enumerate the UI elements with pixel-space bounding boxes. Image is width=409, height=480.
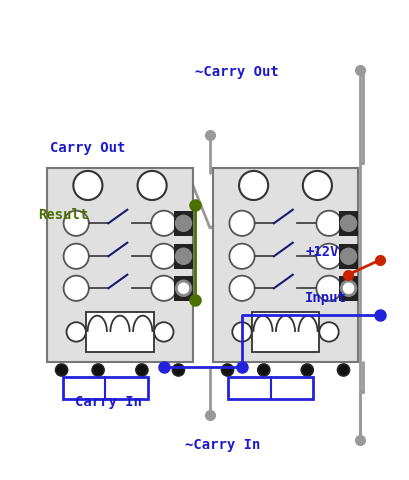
Circle shape (222, 364, 234, 376)
Circle shape (258, 364, 270, 376)
Bar (174, 276, 193, 301)
Bar (47, 168, 193, 362)
Circle shape (173, 364, 184, 376)
Bar (174, 211, 193, 236)
Bar (63, 377, 148, 399)
Text: +12V: +12V (305, 245, 339, 259)
Circle shape (178, 282, 189, 294)
Bar (252, 312, 319, 352)
Bar (228, 377, 313, 399)
Circle shape (154, 322, 173, 342)
Circle shape (319, 322, 339, 342)
Text: Result: Result (38, 208, 88, 222)
Circle shape (151, 244, 176, 269)
Text: ~Carry Out: ~Carry Out (195, 65, 279, 79)
Text: Carry In: Carry In (75, 395, 142, 409)
Circle shape (317, 276, 342, 301)
Circle shape (63, 211, 89, 236)
Circle shape (67, 322, 86, 342)
Text: ~Carry In: ~Carry In (185, 438, 261, 452)
Circle shape (151, 276, 176, 301)
Circle shape (56, 364, 67, 376)
Circle shape (239, 171, 268, 200)
Circle shape (303, 171, 332, 200)
Circle shape (175, 215, 192, 232)
Circle shape (229, 211, 255, 236)
Circle shape (73, 171, 102, 200)
Circle shape (337, 364, 350, 376)
Circle shape (340, 215, 357, 232)
Circle shape (317, 211, 342, 236)
Circle shape (175, 279, 192, 297)
Circle shape (317, 244, 342, 269)
Circle shape (151, 211, 176, 236)
Bar (339, 276, 358, 301)
Circle shape (343, 282, 354, 294)
Bar (86, 312, 154, 352)
Bar (174, 244, 193, 269)
Circle shape (92, 364, 104, 376)
Bar (339, 244, 358, 269)
Circle shape (229, 244, 255, 269)
Circle shape (340, 279, 357, 297)
Circle shape (229, 276, 255, 301)
Bar (213, 168, 358, 362)
Circle shape (340, 248, 357, 265)
Circle shape (136, 364, 148, 376)
Circle shape (232, 322, 252, 342)
Bar (339, 211, 358, 236)
Circle shape (175, 248, 192, 265)
Circle shape (137, 171, 167, 200)
Circle shape (301, 364, 313, 376)
Text: Carry Out: Carry Out (50, 141, 126, 155)
Circle shape (63, 276, 89, 301)
Circle shape (63, 244, 89, 269)
Text: Input: Input (305, 291, 347, 305)
